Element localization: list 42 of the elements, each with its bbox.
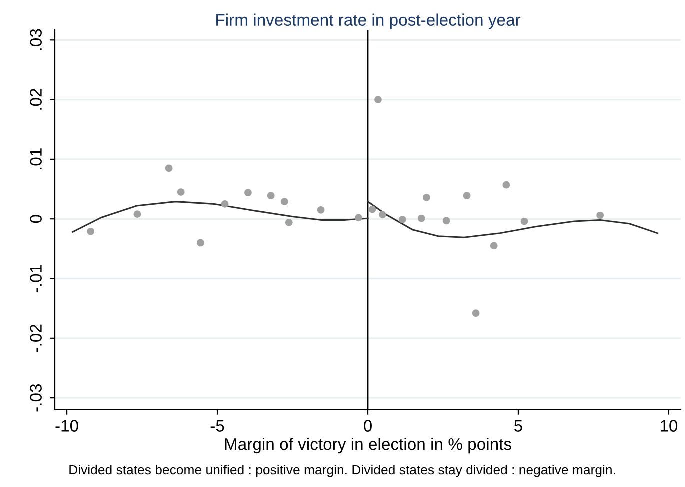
point [423, 194, 430, 202]
line-series [367, 201, 659, 238]
point [244, 189, 252, 197]
point [442, 217, 450, 225]
point [368, 206, 376, 214]
point [502, 181, 510, 189]
y-tick-label: -.02 [30, 324, 42, 352]
point [472, 310, 480, 318]
point [280, 198, 288, 206]
chart-title: Firm investment rate in post-election year [216, 14, 521, 30]
point [354, 214, 362, 222]
x-tick-label: -5 [210, 420, 224, 432]
y-tick-label: 0 [30, 215, 42, 224]
point [87, 228, 94, 236]
point [196, 239, 204, 247]
y-tick-label: .03 [30, 29, 42, 50]
x-tick-label: 0 [364, 420, 372, 432]
y-tick-label: .01 [30, 148, 42, 170]
point [379, 211, 386, 219]
point [177, 188, 185, 196]
point [418, 214, 426, 222]
text: Divided states become unified : positive margin. Divided states stay divided : negative margin. [70, 464, 616, 478]
y-tick-label: -.01 [30, 265, 42, 292]
point [374, 96, 382, 104]
point [221, 200, 229, 208]
y-tick-label: -.03 [30, 384, 42, 412]
point [463, 192, 471, 200]
point [285, 219, 293, 226]
point [134, 210, 142, 218]
x-axis-title: Margin of victory in election in % points [225, 438, 512, 454]
point [520, 218, 528, 226]
point [165, 164, 173, 172]
point [596, 212, 604, 220]
point [317, 206, 325, 214]
point [398, 216, 406, 224]
x-tick-label: 10 [660, 420, 678, 432]
x-tick-label: -10 [56, 420, 78, 432]
y-tick-label: .02 [30, 89, 42, 110]
point [490, 242, 498, 250]
x-tick-label: 5 [514, 420, 522, 432]
point [267, 192, 275, 200]
line-series [72, 201, 369, 233]
